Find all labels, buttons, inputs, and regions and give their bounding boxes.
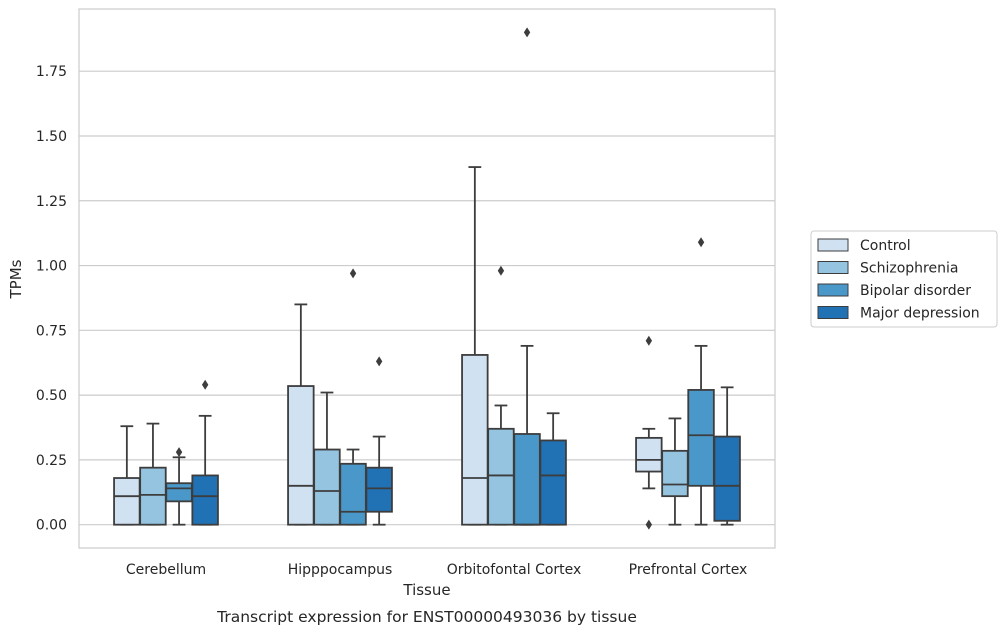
outlier-point xyxy=(523,27,531,38)
iqr-box xyxy=(713,435,741,522)
legend-label: Major depression xyxy=(860,306,980,322)
iqr-box xyxy=(313,448,341,526)
box-plots xyxy=(113,27,741,530)
box-major-depression xyxy=(191,379,219,526)
box-major-depression xyxy=(365,356,393,526)
box-schizophrenia xyxy=(313,391,341,526)
iqr-box xyxy=(165,482,193,503)
legend-swatch xyxy=(817,306,849,319)
box-control xyxy=(635,335,663,530)
box-schizophrenia xyxy=(487,265,515,526)
box-major-depression xyxy=(539,412,567,526)
iqr-box xyxy=(191,474,219,526)
y-tick-label: 1.50 xyxy=(36,129,67,145)
outlier-point xyxy=(645,335,653,346)
iqr-box xyxy=(365,466,393,513)
legend-swatch xyxy=(817,261,849,274)
iqr-box xyxy=(687,389,715,487)
y-tick-label: 1.25 xyxy=(36,194,67,210)
y-tick-label: 0.50 xyxy=(36,388,67,404)
iqr-box xyxy=(513,433,541,526)
iqr-box xyxy=(487,427,515,526)
y-tick-label: 0.00 xyxy=(36,518,67,534)
box-bipolar-disorder xyxy=(165,447,193,526)
box-control xyxy=(113,425,141,526)
legend-label: Control xyxy=(860,238,911,254)
outlier-point xyxy=(497,265,505,276)
x-tick-label: Cerebellum xyxy=(126,562,206,578)
iqr-box xyxy=(139,466,167,526)
iqr-box xyxy=(113,477,141,526)
outlier-point xyxy=(645,519,653,530)
legend-item: Bipolar disorder xyxy=(817,283,971,299)
plot-frame xyxy=(78,8,776,549)
box-schizophrenia xyxy=(139,422,167,526)
legend-frame xyxy=(810,230,998,328)
box-control xyxy=(287,303,315,526)
figure-caption: Transcript expression for ENST0000049303… xyxy=(216,608,637,626)
outlier-point xyxy=(375,356,383,367)
legend-label: Bipolar disorder xyxy=(860,283,971,299)
iqr-box xyxy=(539,439,567,526)
y-tick-label: 0.25 xyxy=(36,453,67,469)
iqr-box xyxy=(461,354,489,526)
y-tick-label: 1.75 xyxy=(36,64,67,80)
x-tick-label: Prefrontal Cortex xyxy=(629,562,748,578)
outlier-point xyxy=(175,447,183,458)
legend: Control Schizophrenia Bipolar disorder Majo… xyxy=(810,230,998,328)
legend-swatch xyxy=(817,238,849,252)
legend-label: Schizophrenia xyxy=(860,261,958,277)
x-tick-label: Hipppocampus xyxy=(288,562,393,578)
box-bipolar-disorder xyxy=(513,27,541,526)
box-schizophrenia xyxy=(661,417,689,526)
box-major-depression xyxy=(713,386,741,526)
legend-item: Schizophrenia xyxy=(817,261,958,277)
y-axis-label: TPMs xyxy=(7,259,25,299)
box-bipolar-disorder xyxy=(687,237,715,526)
legend-item: Control xyxy=(817,238,911,254)
box-bipolar-disorder xyxy=(339,268,367,526)
x-tick-label: Orbitofontal Cortex xyxy=(447,562,582,578)
x-tick-labels: Cerebellum Hipppocampus Orbitofontal Corte… xyxy=(126,562,747,578)
legend-item: Major depression xyxy=(817,306,980,322)
y-gridlines xyxy=(79,70,775,526)
y-tick-label: 0.75 xyxy=(36,323,67,339)
y-tick-labels: 0.00 0.25 0.50 0.75 1.00 1.25 1.50 1.75 xyxy=(36,64,67,533)
iqr-box xyxy=(339,462,367,526)
legend-swatch xyxy=(817,283,849,297)
outlier-point xyxy=(349,268,357,279)
iqr-box xyxy=(635,436,663,473)
iqr-box xyxy=(661,449,689,498)
x-axis-label: Tissue xyxy=(402,581,450,599)
outlier-point xyxy=(201,379,209,390)
y-tick-label: 1.00 xyxy=(36,259,67,275)
outlier-point xyxy=(697,237,705,248)
iqr-box xyxy=(287,385,315,526)
box-control xyxy=(461,166,489,526)
